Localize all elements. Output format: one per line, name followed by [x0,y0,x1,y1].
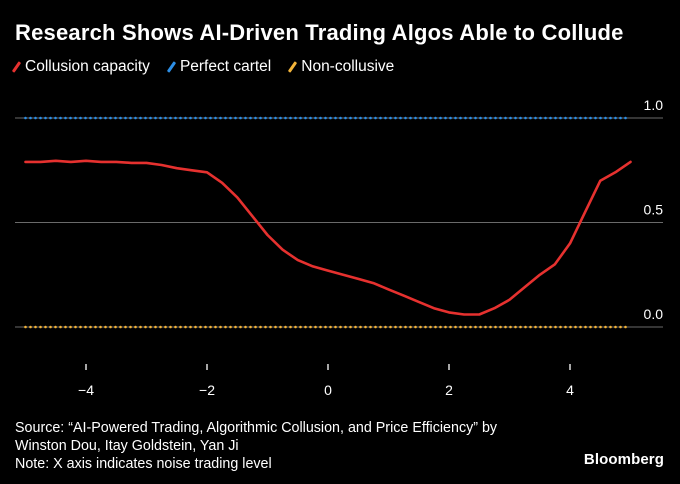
legend-label-perfect-cartel: Perfect cartel [179,58,272,75]
y-tick-label-0: 0.0 [644,306,664,322]
x-tick-label-3: 2 [445,382,453,398]
legend-item-non-collusive: Non-collusive [288,58,395,76]
source-line-3: Note: X axis indicates noise trading lev… [15,456,272,472]
source-line-1: Source: “AI-Powered Trading, Algorithmic… [15,420,498,436]
series-line-collusion-capacity [24,159,632,316]
x-tick-label-2: 0 [324,382,332,398]
source-note: Source: “AI-Powered Trading, Algorithmic… [15,419,575,473]
chart-title: Research Shows AI-Driven Trading Algos A… [15,20,624,45]
x-tick-label-1: −2 [199,382,215,398]
source-line-2: Winston Dou, Itay Goldstein, Yan Ji [15,438,239,454]
legend-label-collusion-capacity: Collusion capacity [25,58,150,75]
legend-item-collusion-capacity: Collusion capacity [11,58,150,76]
legend-label-non-collusive: Non-collusive [301,58,395,75]
y-tick-label-1: 0.5 [644,202,664,218]
x-tick-label-4: 4 [566,382,574,398]
bloomberg-logo: Bloomberg [583,451,664,468]
x-tick-label-0: −4 [78,382,94,398]
y-tick-label-2: 1.0 [644,97,664,113]
legend-item-perfect-cartel: Perfect cartel [166,58,272,76]
chart-plot: 0.0 0.5 1.0 −4 −2 0 2 4 [15,97,664,398]
legend: Collusion capacity Perfect cartel Non-co… [11,58,395,76]
